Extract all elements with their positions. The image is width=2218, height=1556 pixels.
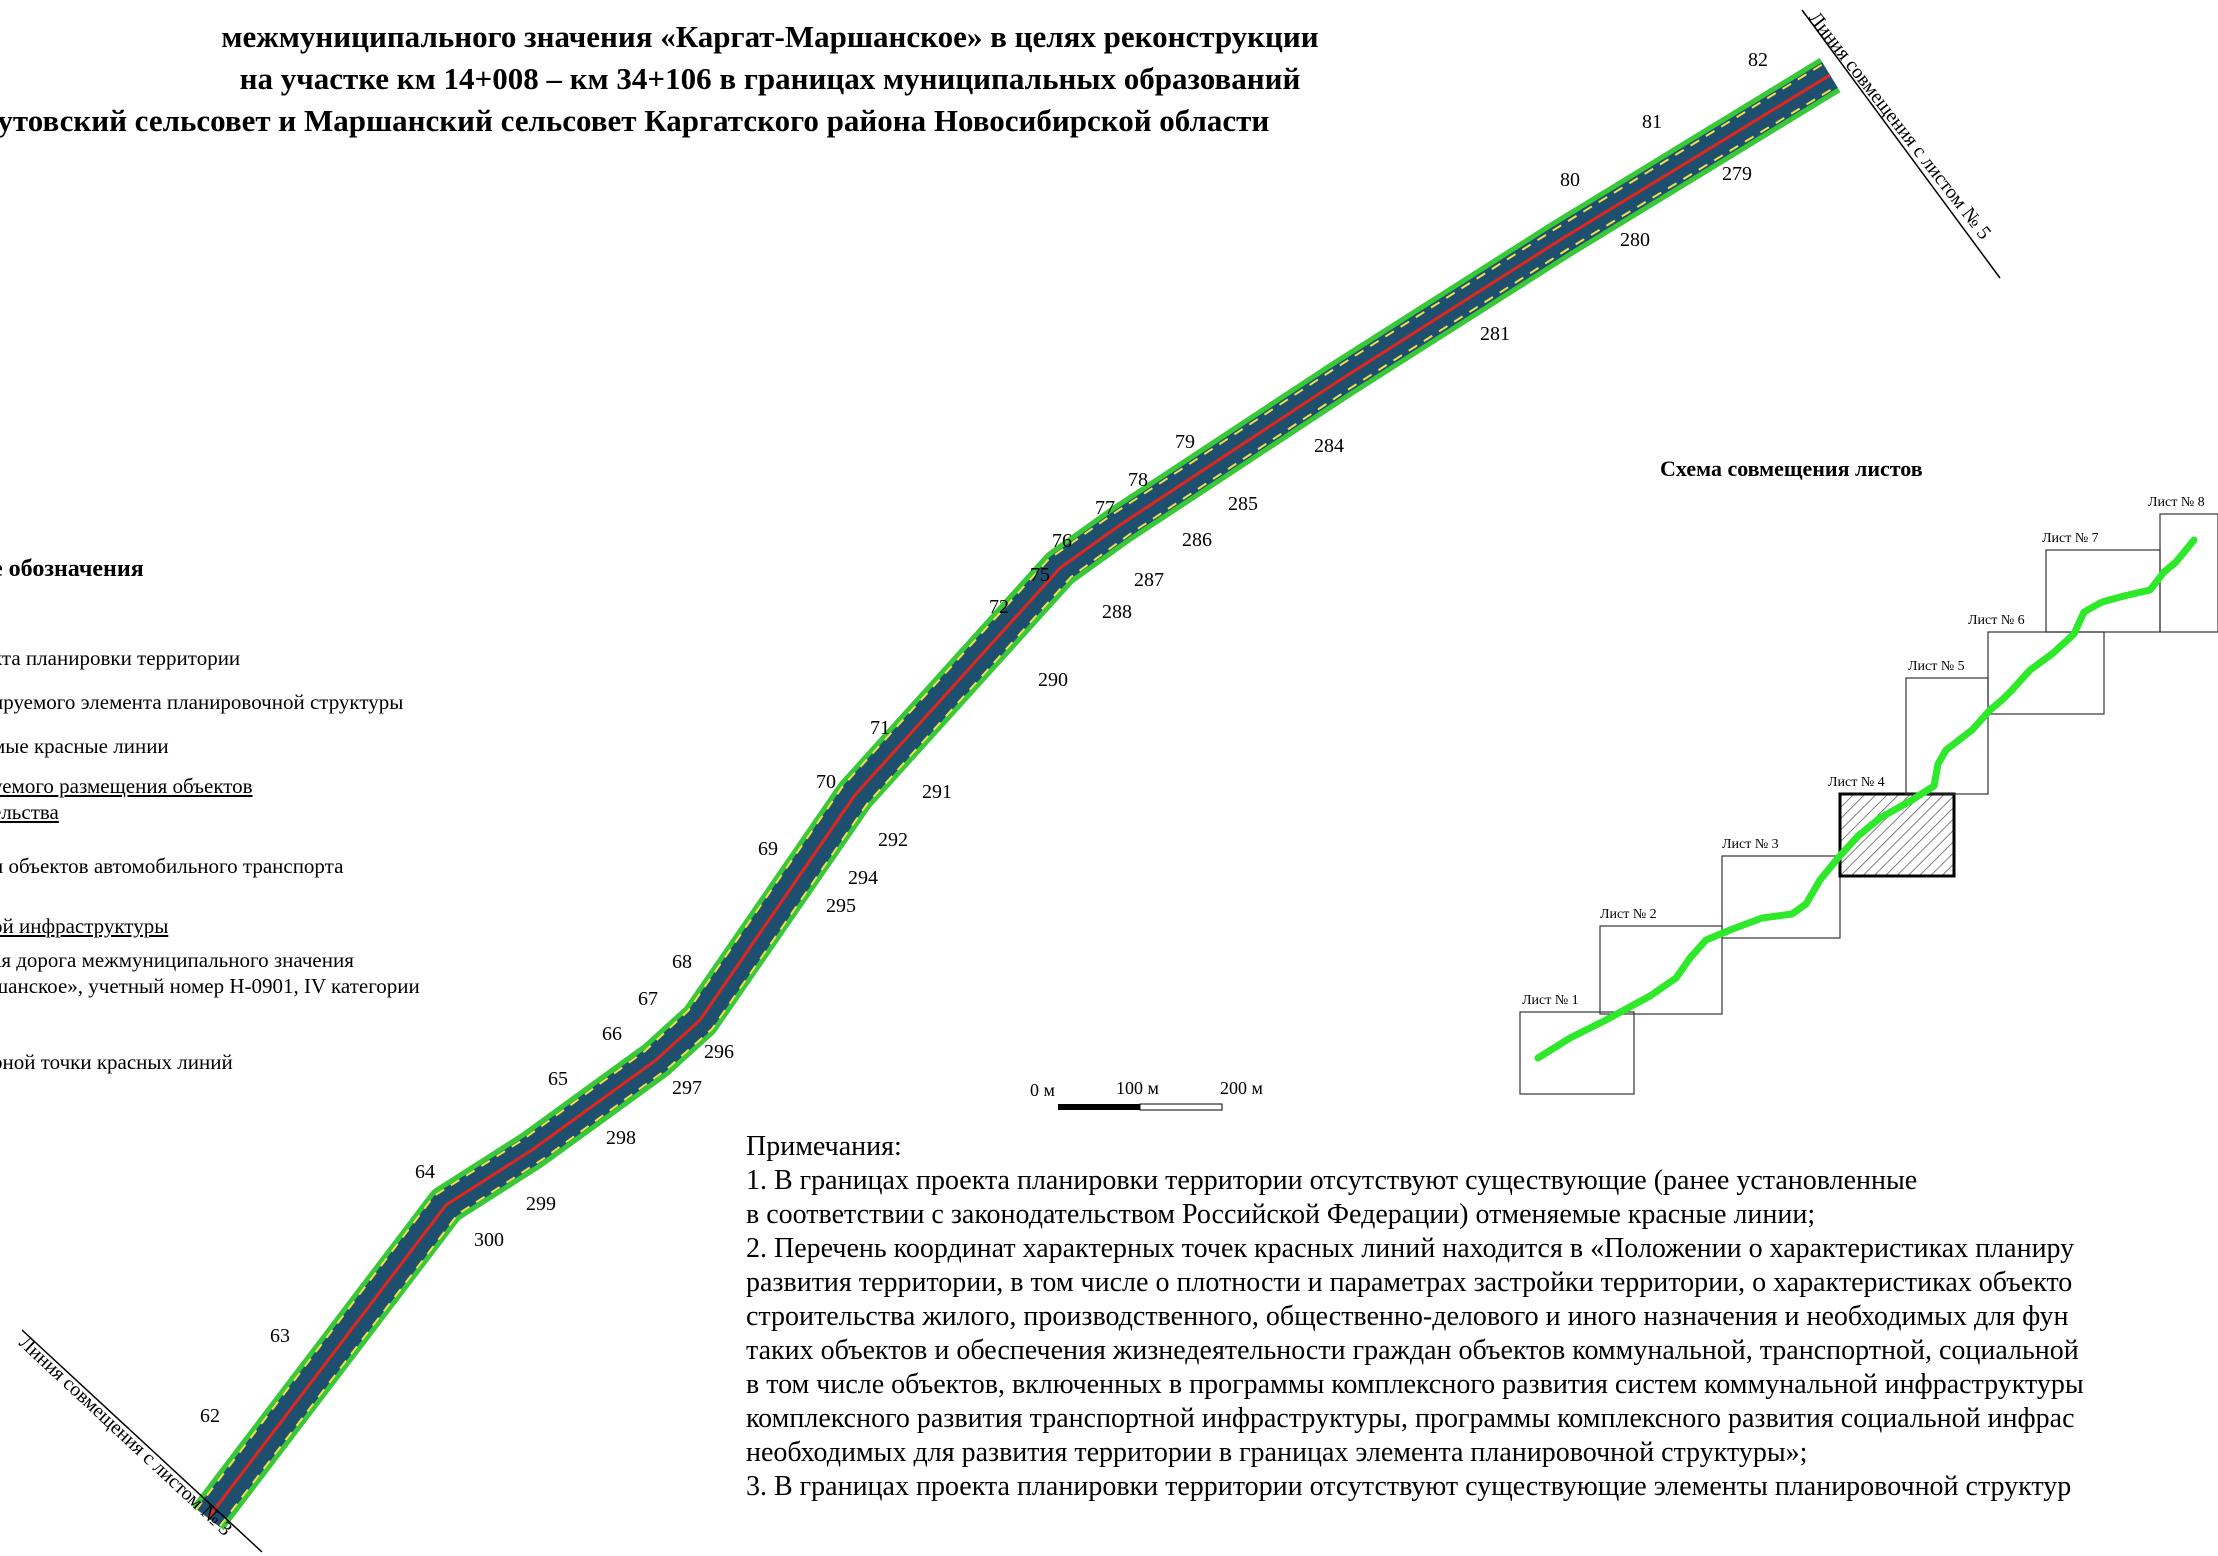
point-label: 284 — [1314, 435, 1344, 457]
left-point-labels: 62 63 64 65 66 67 68 69 70 71 72 75 76 7… — [200, 49, 1768, 1427]
point-label: 295 — [826, 895, 856, 917]
legend-item: ая дорога межмуниципального значения — [0, 948, 354, 972]
match-line-bottom — [21, 1329, 263, 1553]
point-label: 77 — [1095, 497, 1115, 519]
point-label: 279 — [1722, 163, 1752, 185]
road-corridor — [192, 57, 1841, 1531]
note-line: комплексного развития транспортной инфра… — [746, 1403, 2075, 1434]
point-label: 79 — [1175, 431, 1195, 453]
point-label: 292 — [878, 829, 908, 851]
sheet-1-frame — [1519, 1011, 1635, 1095]
scale-label-0: 0 м — [1030, 1080, 1055, 1100]
scale-label-200: 200 м — [1220, 1078, 1263, 1098]
note-line: 1. В границах проекта планировки террито… — [746, 1165, 1918, 1196]
point-label: 287 — [1134, 569, 1164, 591]
point-label: 285 — [1228, 493, 1258, 515]
red-line-axis — [206, 73, 1831, 1519]
sheet-1-label: Лист № 1 — [1522, 993, 1579, 1008]
note-line: 3. В границах проекта планировки террито… — [746, 1471, 2072, 1502]
sheet-2-label: Лист № 2 — [1600, 907, 1657, 922]
point-label: 82 — [1748, 49, 1768, 71]
edge-line-right — [219, 85, 1838, 1527]
right-point-labels: 279 280 281 284 285 286 287 288 290 291 … — [474, 163, 1752, 1251]
legend-item: ой инфраструктуры — [0, 914, 169, 938]
scheme-route — [1534, 536, 2198, 1062]
point-label: 291 — [922, 781, 952, 803]
notes-heading: Примечания: — [746, 1131, 902, 1162]
point-label: 81 — [1642, 111, 1662, 133]
point-label: 69 — [758, 838, 778, 860]
match-line-bottom-label: Линия совмещения с листом № 3 — [15, 1332, 237, 1541]
point-label: 294 — [848, 867, 878, 889]
title-line-3: кутовский сельсовет и Маршанский сельсов… — [0, 103, 1270, 138]
legend-item: ируемого элемента планировочной структур… — [0, 690, 404, 714]
note-line: строительства жилого, производственного,… — [746, 1301, 2069, 1332]
legend-item: рной точки красных линий — [0, 1050, 233, 1074]
point-label: 290 — [1038, 669, 1068, 691]
legend-item: и объектов автомобильного транспорта — [0, 854, 344, 878]
point-label: 63 — [270, 1325, 290, 1347]
note-line: в соответствии с законодательством Росси… — [746, 1199, 1816, 1230]
note-line: в том числе объектов, включенных в прогр… — [746, 1369, 2084, 1400]
point-label: 76 — [1052, 530, 1072, 552]
point-label: 67 — [638, 988, 658, 1010]
point-label: 64 — [415, 1161, 435, 1183]
note-line: необходимых для развития территории в гр… — [746, 1437, 1808, 1468]
match-line-top-label: Линия совмещения с листом № 5 — [1804, 8, 1995, 244]
sheet-scheme: Лист № 1 Лист № 2 Лист № 3 Лист № 4 Лист… — [1519, 495, 2218, 1095]
sheet-2-frame — [1599, 925, 1723, 1015]
point-label: 70 — [816, 771, 836, 793]
scale-bar-white — [1139, 1103, 1223, 1111]
sheet-5-frame — [1905, 677, 1989, 795]
legend-item: шанское», учетный номер Н-0901, IV катег… — [0, 974, 420, 998]
point-label: 80 — [1560, 169, 1580, 191]
legend: е обозначения кта планировки территории … — [0, 556, 472, 1074]
point-label: 281 — [1480, 323, 1510, 345]
point-label: 288 — [1102, 601, 1132, 623]
sheet-4-label: Лист № 4 — [1828, 775, 1885, 790]
point-label: 65 — [548, 1068, 568, 1090]
legend-item: кта планировки территории — [0, 646, 241, 670]
sheet-6-label: Лист № 6 — [1968, 613, 2025, 628]
point-label: 72 — [989, 596, 1009, 618]
point-label: 297 — [672, 1077, 702, 1099]
point-label: 286 — [1182, 529, 1212, 551]
point-label: 68 — [672, 951, 692, 973]
scale-bar: 0 м 100 м 200 м — [1030, 1078, 1263, 1111]
point-label: 78 — [1128, 469, 1148, 491]
point-label: 62 — [200, 1405, 220, 1427]
point-label: 75 — [1030, 564, 1050, 586]
note-line: развития территории, в том числе о плотн… — [746, 1267, 2073, 1298]
title-line-1: межмуниципального значения «Каргат-Марша… — [221, 19, 1319, 54]
legend-item: ельства — [0, 800, 59, 824]
edge-line-left — [195, 63, 1824, 1511]
legend-item: уемого размещения объектов — [0, 774, 253, 798]
point-label: 298 — [606, 1127, 636, 1149]
sheet-5-label: Лист № 5 — [1908, 659, 1965, 674]
legend-item: мые красные линии — [0, 734, 169, 758]
match-line-top — [1801, 9, 2001, 279]
point-label: 296 — [704, 1041, 734, 1063]
sheet-8-label: Лист № 8 — [2148, 495, 2205, 510]
sheet-3-frame — [1721, 855, 1841, 939]
scheme-title: Схема совмещения листов — [1660, 456, 1923, 481]
note-line: 2. Перечень координат характерных точек … — [746, 1233, 2075, 1264]
sheet-8-frame — [2159, 513, 2218, 633]
point-label: 300 — [474, 1229, 504, 1251]
sheet-3-label: Лист № 3 — [1722, 837, 1779, 852]
note-line: таких объектов и обеспечения жизнедеятел… — [746, 1335, 2079, 1366]
point-label: 66 — [602, 1023, 622, 1045]
point-label: 71 — [870, 717, 890, 739]
scale-bar-black — [1058, 1104, 1140, 1110]
notes: Примечания: 1. В границах проекта планир… — [746, 1130, 2218, 1504]
sheet-6-frame — [1987, 631, 2105, 715]
map-title: межмуниципального значения «Каргат-Марша… — [0, 0, 1540, 142]
point-label: 280 — [1620, 229, 1650, 251]
point-label: 299 — [526, 1193, 556, 1215]
scale-label-100: 100 м — [1116, 1078, 1159, 1098]
title-line-2: на участке км 14+008 – км 34+106 в грани… — [239, 61, 1301, 96]
sheet-7-label: Лист № 7 — [2042, 531, 2099, 546]
legend-heading: е обозначения — [0, 556, 144, 582]
